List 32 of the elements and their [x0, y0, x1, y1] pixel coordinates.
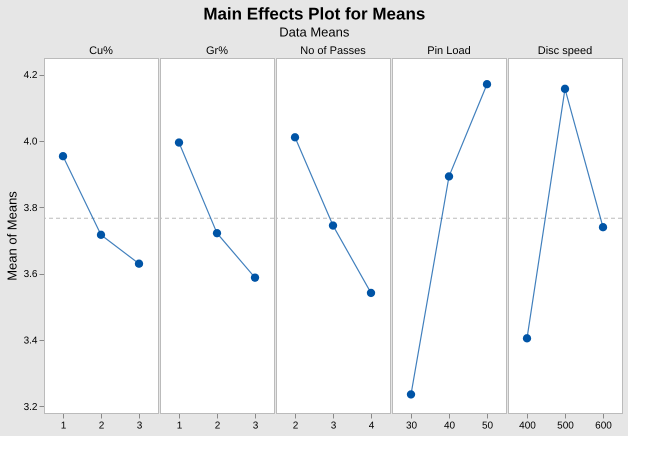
x-tick-label: 50 [482, 420, 494, 432]
y-tick-label: 3.4 [24, 336, 38, 347]
y-tick-label: 3.8 [24, 202, 38, 214]
y-axis-title: Mean of Means [4, 190, 20, 281]
x-tick-label: 1 [176, 420, 183, 432]
x-tick-label: 3 [136, 420, 143, 432]
point [96, 230, 106, 240]
text: Data Means [279, 24, 350, 40]
y-tick-label: 4.0 [24, 136, 38, 148]
x-tick-label: 40 [444, 420, 456, 432]
y-tick-label: 3.6 [24, 269, 38, 280]
text: Main Effects Plot for Means [203, 4, 426, 24]
chart-title: No of Passes [300, 45, 366, 57]
x-tick-label: 3 [330, 420, 337, 432]
y-tick-label: 4.2 [24, 70, 38, 82]
chart-title: Gr% [206, 45, 228, 57]
x-tick-label: 3 [252, 420, 259, 432]
chart-title: Disc speed [538, 45, 592, 57]
x-tick-label: 4 [368, 420, 375, 432]
x-tick-label: 2 [98, 420, 105, 432]
x-tick-label: 2 [292, 420, 299, 432]
chart-title: Cu% [89, 45, 114, 57]
x-tick-label: 500 [557, 420, 574, 432]
chart-title: Pin Load [427, 45, 471, 57]
x-tick-label: 400 [519, 420, 536, 432]
x-tick-label: 30 [406, 420, 418, 432]
x-tick-label: 600 [595, 420, 612, 432]
point [134, 260, 144, 268]
x-tick-label: 1 [60, 420, 67, 432]
point [58, 152, 68, 160]
x-tick-label: 2 [214, 420, 221, 432]
y-tick-label: 3.2 [24, 402, 38, 413]
